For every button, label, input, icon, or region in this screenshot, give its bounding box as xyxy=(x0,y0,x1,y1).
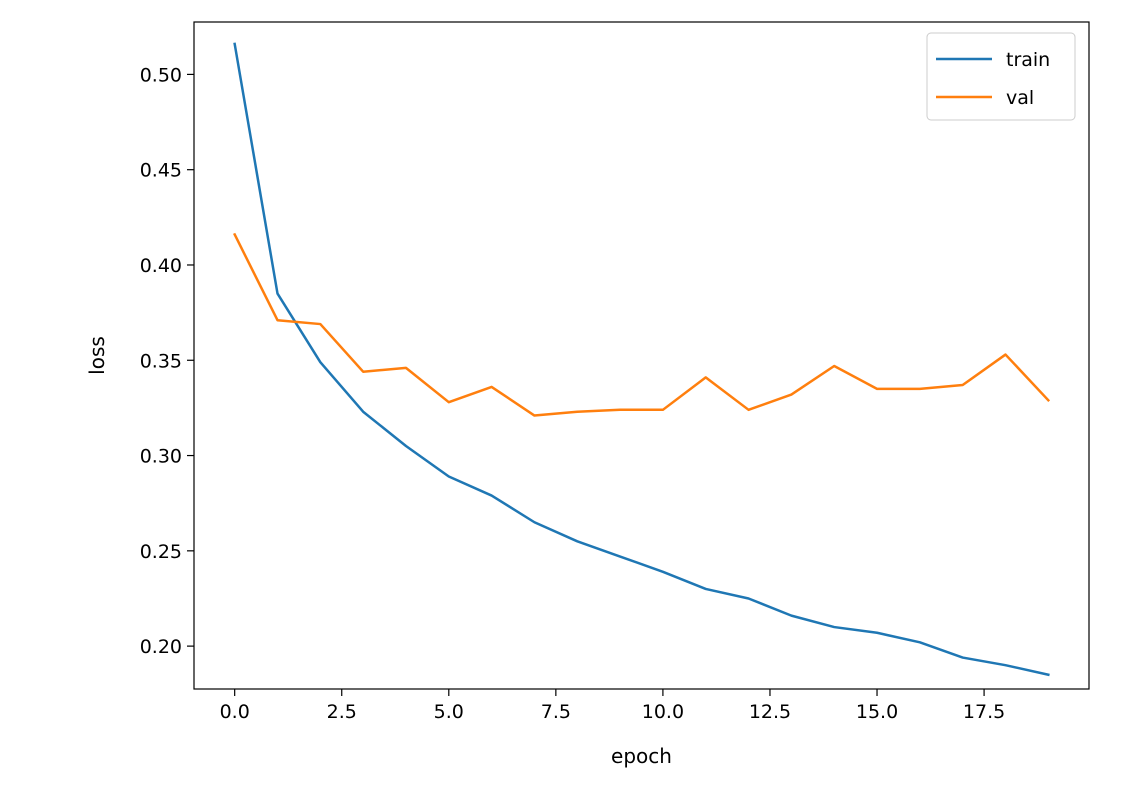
y-tick-label: 0.40 xyxy=(140,255,182,277)
legend-val-label: val xyxy=(1006,87,1034,109)
y-tick-label: 0.45 xyxy=(140,160,182,182)
legend: train val xyxy=(927,33,1075,120)
x-tick-label: 17.5 xyxy=(963,701,1005,723)
x-tick-label: 0.0 xyxy=(220,701,250,723)
x-tick-label: 10.0 xyxy=(642,701,684,723)
legend-box xyxy=(927,33,1075,120)
y-tick-label: 0.30 xyxy=(140,446,182,468)
x-tick-label: 7.5 xyxy=(541,701,571,723)
y-tick-label: 0.20 xyxy=(140,636,182,658)
x-tick-label: 15.0 xyxy=(856,701,898,723)
y-tick-label: 0.25 xyxy=(140,541,182,563)
x-tick-label: 12.5 xyxy=(749,701,791,723)
y-tick-label: 0.35 xyxy=(140,350,182,372)
x-tick-label: 5.0 xyxy=(434,701,464,723)
x-axis-label: epoch xyxy=(611,744,672,768)
y-tick-label: 0.50 xyxy=(140,64,182,86)
y-axis-label: loss xyxy=(85,336,109,375)
x-tick-label: 2.5 xyxy=(327,701,357,723)
legend-train-label: train xyxy=(1006,49,1050,71)
